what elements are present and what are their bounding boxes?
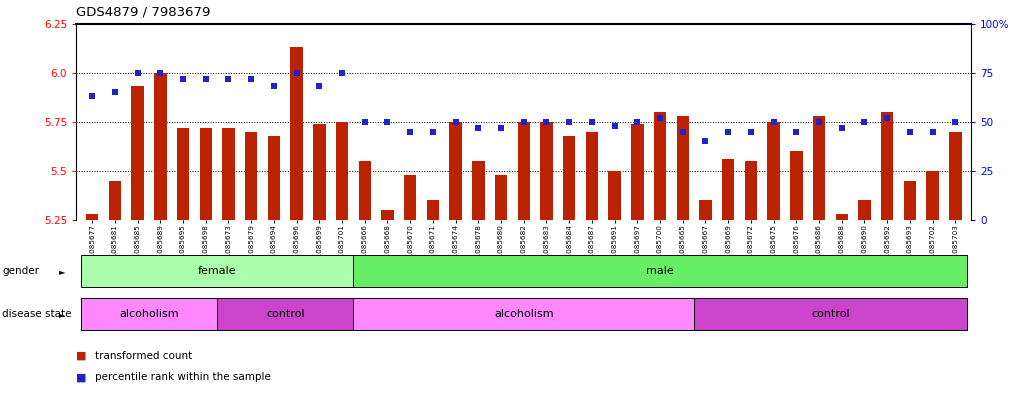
Point — [924, 129, 941, 135]
Bar — [813, 116, 825, 220]
Bar — [654, 112, 666, 220]
Point — [153, 70, 169, 76]
Point — [902, 129, 918, 135]
Point — [698, 138, 714, 145]
Bar — [768, 122, 780, 220]
Text: ►: ► — [59, 310, 65, 319]
Bar — [177, 128, 189, 220]
Bar — [404, 175, 416, 220]
Bar — [109, 181, 121, 220]
Point — [289, 70, 305, 76]
Bar — [199, 128, 212, 220]
Bar — [949, 132, 962, 220]
Bar — [336, 122, 348, 220]
Bar — [131, 86, 143, 220]
Text: alcoholism: alcoholism — [494, 309, 553, 320]
Bar — [926, 171, 939, 220]
Point — [221, 75, 237, 82]
Point — [674, 129, 691, 135]
Bar — [744, 161, 757, 220]
Point — [516, 119, 532, 125]
Bar — [245, 132, 257, 220]
Bar — [217, 299, 353, 330]
Bar — [381, 210, 394, 220]
Bar — [450, 122, 462, 220]
Text: percentile rank within the sample: percentile rank within the sample — [95, 372, 271, 382]
Bar — [427, 200, 439, 220]
Text: control: control — [265, 309, 304, 320]
Point — [720, 129, 736, 135]
Point — [947, 119, 963, 125]
Text: female: female — [197, 266, 236, 276]
Bar — [353, 299, 695, 330]
Point — [129, 70, 145, 76]
Text: gender: gender — [2, 266, 39, 276]
Point — [652, 115, 668, 121]
Point — [788, 129, 804, 135]
Bar — [722, 159, 734, 220]
Bar — [858, 200, 871, 220]
Bar — [495, 175, 507, 220]
Point — [856, 119, 873, 125]
Bar — [695, 299, 967, 330]
Point — [197, 75, 214, 82]
Text: GDS4879 / 7983679: GDS4879 / 7983679 — [76, 6, 211, 18]
Bar — [223, 128, 235, 220]
Point — [606, 123, 622, 129]
Bar — [80, 299, 217, 330]
Point — [630, 119, 646, 125]
Point — [425, 129, 441, 135]
Bar — [836, 214, 848, 220]
Bar — [563, 136, 576, 220]
Text: male: male — [646, 266, 674, 276]
Text: ►: ► — [59, 267, 65, 275]
Bar — [518, 122, 530, 220]
Bar — [586, 132, 598, 220]
Point — [357, 119, 373, 125]
Point — [379, 119, 396, 125]
Point — [334, 70, 350, 76]
Point — [311, 83, 327, 90]
Bar — [85, 214, 99, 220]
Bar — [353, 255, 967, 287]
Text: alcoholism: alcoholism — [119, 309, 179, 320]
Point — [811, 119, 827, 125]
Point — [447, 119, 464, 125]
Text: ■: ■ — [76, 351, 86, 361]
Bar — [359, 161, 371, 220]
Point — [584, 119, 600, 125]
Point — [84, 93, 101, 99]
Point — [742, 129, 759, 135]
Text: control: control — [812, 309, 850, 320]
Bar — [632, 124, 644, 220]
Bar — [154, 73, 167, 220]
Point — [265, 83, 282, 90]
Point — [561, 119, 578, 125]
Bar — [80, 255, 353, 287]
Point — [107, 89, 123, 95]
Point — [538, 119, 554, 125]
Text: transformed count: transformed count — [95, 351, 192, 361]
Point — [402, 129, 418, 135]
Bar — [608, 171, 620, 220]
Bar — [313, 124, 325, 220]
Bar — [291, 47, 303, 220]
Point — [493, 125, 510, 131]
Point — [470, 125, 486, 131]
Point — [766, 119, 782, 125]
Bar — [904, 181, 916, 220]
Bar — [267, 136, 280, 220]
Bar — [881, 112, 894, 220]
Bar — [700, 200, 712, 220]
Point — [243, 75, 259, 82]
Point — [879, 115, 895, 121]
Text: disease state: disease state — [2, 309, 71, 320]
Text: ■: ■ — [76, 372, 86, 382]
Bar — [676, 116, 689, 220]
Bar — [472, 161, 484, 220]
Point — [834, 125, 850, 131]
Bar — [540, 122, 552, 220]
Bar — [790, 151, 802, 220]
Point — [175, 75, 191, 82]
